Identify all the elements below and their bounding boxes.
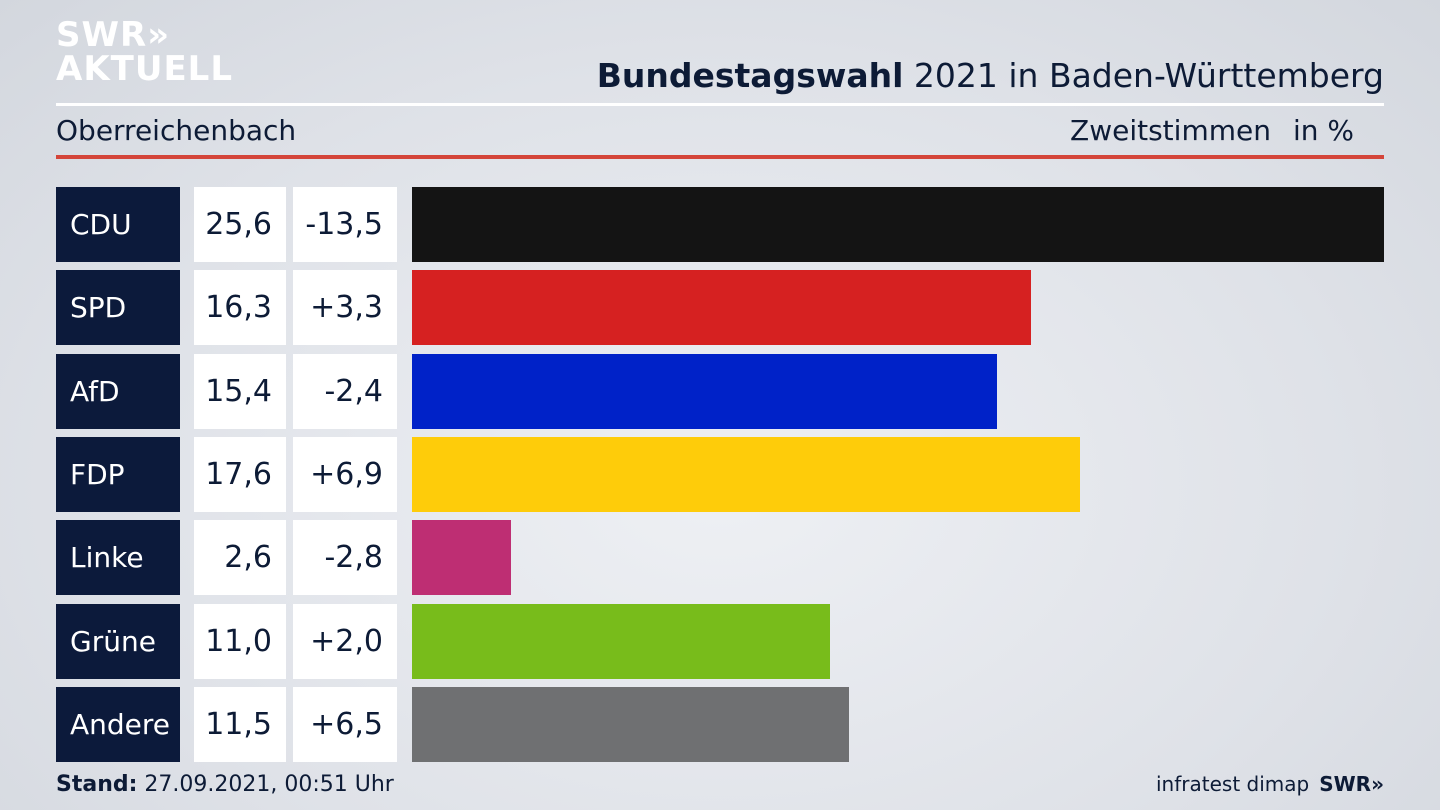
change-value: -13,5 (293, 187, 397, 262)
party-row: Andere 11,5 +6,5 (56, 687, 1384, 762)
red-divider (56, 155, 1384, 159)
bar-afd (412, 354, 997, 429)
logo-line-2: AKTUELL (56, 49, 234, 89)
party-row: SPD 16,3 +3,3 (56, 270, 1384, 345)
party-label: FDP (56, 437, 180, 512)
percent-unit-label: in % (1292, 114, 1354, 147)
title-rest: 2021 in Baden-Württemberg (903, 56, 1384, 95)
header-divider (56, 103, 1384, 106)
source-credit: infratest dimap SWR» (1156, 772, 1384, 796)
chart-title: Bundestagswahl 2021 in Baden-Württemberg (597, 56, 1384, 95)
party-row: AfD 15,4 -2,4 (56, 354, 1384, 429)
vote-share-value: 11,0 (194, 604, 286, 679)
vote-share-value: 17,6 (194, 437, 286, 512)
swr-brand-logo: SWR» (1319, 772, 1384, 796)
party-label: CDU (56, 187, 180, 262)
timestamp: Stand: 27.09.2021, 00:51 Uhr (56, 772, 394, 797)
swr-aktuell-logo: SWR» AKTUELL (56, 18, 233, 86)
party-label: Grüne (56, 604, 180, 679)
party-label: SPD (56, 270, 180, 345)
change-value: -2,4 (293, 354, 397, 429)
bar-grüne (412, 604, 830, 679)
bar-cdu (412, 187, 1384, 262)
unit-label: Zweitstimmen in % (1070, 114, 1354, 147)
change-value: -2,8 (293, 520, 397, 595)
party-label: Andere (56, 687, 180, 762)
change-value: +2,0 (293, 604, 397, 679)
source-label: infratest dimap (1156, 772, 1310, 796)
party-row: Linke 2,6 -2,8 (56, 520, 1384, 595)
bar-spd (412, 270, 1031, 345)
vote-share-value: 25,6 (194, 187, 286, 262)
logo-line-1: SWR» (56, 15, 171, 55)
party-row: CDU 25,6 -13,5 (56, 187, 1384, 262)
vote-share-value: 16,3 (194, 270, 286, 345)
bar-fdp (412, 437, 1080, 512)
stand-value: 27.09.2021, 00:51 Uhr (137, 772, 394, 797)
bar-linke (412, 520, 511, 595)
vote-share-value: 11,5 (194, 687, 286, 762)
title-bold: Bundestagswahl (596, 56, 904, 95)
vote-share-value: 15,4 (194, 354, 286, 429)
vote-share-value: 2,6 (194, 520, 286, 595)
change-value: +6,9 (293, 437, 397, 512)
party-label: Linke (56, 520, 180, 595)
change-value: +3,3 (293, 270, 397, 345)
party-row: FDP 17,6 +6,9 (56, 437, 1384, 512)
bar-andere (412, 687, 849, 762)
stand-label: Stand: (56, 772, 138, 797)
party-row: Grüne 11,0 +2,0 (56, 604, 1384, 679)
vote-type-label: Zweitstimmen (1070, 114, 1271, 147)
party-label: AfD (56, 354, 180, 429)
change-value: +6,5 (293, 687, 397, 762)
constituency-name: Oberreichenbach (56, 114, 297, 147)
